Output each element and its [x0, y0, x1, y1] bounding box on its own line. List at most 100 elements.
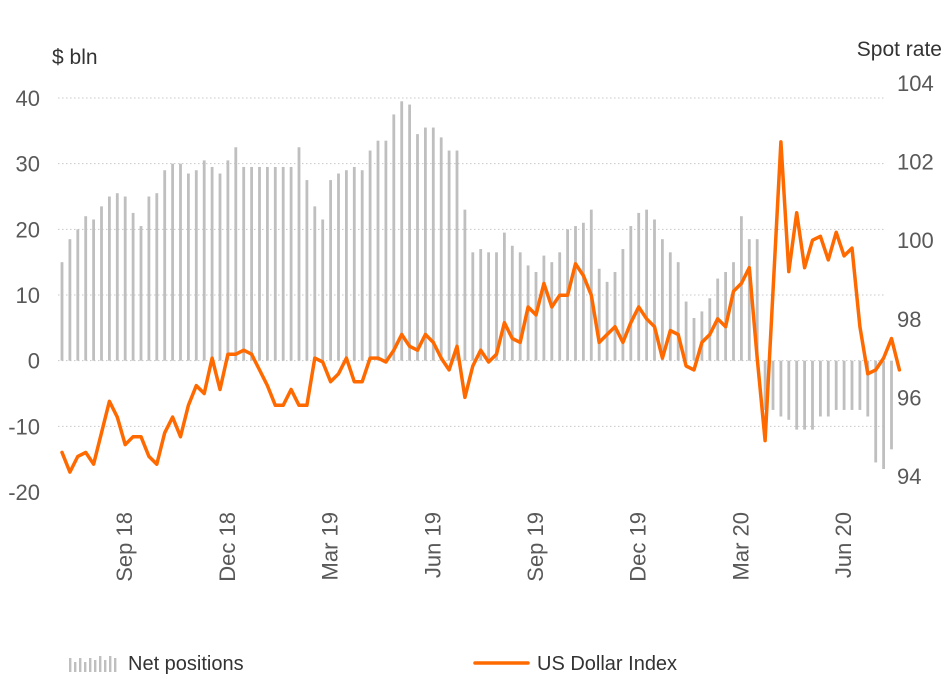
net-positions-bar	[518, 252, 522, 361]
net-positions-bar	[874, 360, 878, 463]
legend-swatch-bar	[69, 658, 72, 672]
left-axis-tick-label: 20	[16, 217, 40, 242]
net-positions-bar	[242, 166, 246, 361]
right-axis-tick-label: 96	[897, 385, 921, 410]
x-axis-tick-label: Dec 18	[215, 512, 240, 582]
net-positions-bar	[92, 219, 95, 361]
net-positions-bar	[416, 134, 419, 361]
net-positions-bar	[100, 206, 103, 361]
net-positions-bar	[653, 219, 656, 361]
net-positions-bar	[597, 268, 601, 361]
net-positions-bar	[392, 114, 396, 361]
x-axis-ticks: Sep 18 Dec 18 Mar 19 Jun 19 Sep 19 Dec 19 Mar …	[112, 512, 856, 582]
net-positions-bar	[439, 137, 443, 361]
net-positions-bar	[550, 262, 554, 361]
net-positions-bar	[360, 170, 364, 361]
legend-swatch-bar	[74, 662, 77, 672]
net-positions-bar	[250, 166, 253, 361]
net-positions-bar	[747, 239, 751, 361]
net-positions-bar	[368, 150, 372, 361]
right-axis-tick-label: 94	[897, 464, 921, 489]
net-positions-bar	[882, 360, 885, 470]
net-positions-bar	[487, 252, 490, 361]
net-positions-bar	[115, 193, 119, 361]
legend: Net positions US Dollar Index	[69, 653, 677, 675]
left-axis-tick-label: -20	[8, 480, 40, 505]
net-positions-bar	[763, 360, 767, 410]
net-positions-bar	[589, 209, 593, 361]
net-positions-bar	[779, 360, 783, 417]
net-positions-bar	[629, 226, 633, 361]
left-axis-tick-label: 40	[16, 86, 40, 111]
legend-swatch-bar	[109, 656, 112, 672]
net-positions-bar	[724, 272, 727, 361]
net-positions-bar	[266, 166, 269, 361]
net-positions-bar	[218, 173, 222, 361]
net-positions-bar	[684, 301, 688, 361]
net-positions-bar	[479, 249, 483, 361]
left-axis-tick-label: -10	[8, 414, 40, 439]
right-axis-ticks: 104 102 100 98 96 94	[897, 71, 934, 489]
net-positions-bar	[345, 170, 348, 361]
net-positions-bar	[858, 360, 862, 410]
net-positions-bar	[740, 216, 743, 361]
net-positions-bar	[68, 239, 72, 361]
net-positions-bar	[321, 219, 325, 361]
net-positions-bar	[637, 212, 641, 361]
net-positions-bar	[108, 196, 111, 361]
net-positions-bar	[179, 163, 182, 361]
right-axis-unit-label: Spot rate	[857, 38, 942, 61]
net-positions-bar	[574, 226, 577, 361]
net-positions-bar	[163, 170, 167, 361]
net-positions-bar	[826, 360, 830, 417]
left-axis-ticks: 40 30 20 10 0 -10 -20	[8, 86, 40, 505]
legend-swatch-net-positions	[69, 656, 117, 672]
net-positions-bar	[329, 180, 332, 361]
left-axis-tick-label: 30	[16, 152, 40, 177]
net-positions-bar	[155, 193, 159, 361]
net-positions-bar	[890, 360, 893, 450]
net-positions-bar	[352, 166, 356, 361]
net-positions-bar	[447, 150, 451, 361]
legend-swatch-bar	[89, 658, 92, 672]
net-positions-bar	[692, 317, 696, 361]
net-positions-bar	[258, 166, 261, 361]
net-positions-bar	[187, 173, 190, 361]
legend-swatch-bar	[79, 658, 82, 672]
net-positions-bar	[495, 252, 498, 361]
x-axis-tick-label: Mar 19	[318, 512, 343, 580]
net-positions-bar	[147, 196, 151, 361]
net-positions-bar	[171, 163, 174, 361]
right-axis-tick-label: 98	[897, 307, 921, 332]
legend-swatch-bar	[114, 658, 117, 672]
x-axis-tick-label: Sep 18	[112, 512, 137, 582]
net-positions-bar	[424, 127, 427, 361]
net-positions-bar	[842, 360, 846, 410]
net-positions-bar	[337, 173, 340, 361]
net-positions-bar	[510, 245, 514, 361]
net-positions-bar	[811, 360, 814, 430]
x-axis-tick-label: Jun 20	[831, 512, 856, 578]
net-positions-bar	[605, 281, 609, 361]
net-positions-bar	[60, 262, 64, 361]
left-axis-tick-label: 0	[28, 349, 40, 374]
us-dollar-index-line	[60, 140, 902, 474]
legend-swatch-bar	[94, 660, 97, 672]
net-positions-bar	[795, 360, 799, 430]
net-positions-bar	[700, 311, 704, 361]
net-positions-bar	[558, 252, 562, 361]
net-positions-bar	[471, 252, 475, 361]
net-positions-bar	[384, 140, 388, 361]
net-positions-bar	[455, 150, 459, 361]
x-axis-tick-label: Mar 20	[728, 512, 753, 580]
net-positions-bar	[850, 360, 854, 410]
right-axis-tick-label: 104	[897, 71, 934, 96]
net-positions-bar	[400, 101, 404, 361]
net-positions-bar	[503, 232, 506, 361]
net-positions-bar	[210, 166, 214, 361]
net-positions-bar	[226, 160, 230, 361]
net-positions-bar	[866, 360, 870, 417]
grid-lines	[58, 97, 884, 427]
net-positions-bar	[582, 222, 585, 361]
x-axis-tick-label: Dec 19	[626, 512, 651, 582]
